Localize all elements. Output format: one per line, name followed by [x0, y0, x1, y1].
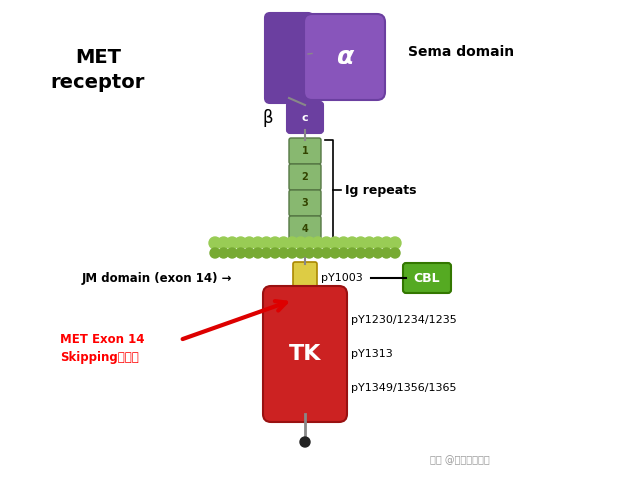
- Circle shape: [381, 237, 392, 249]
- Circle shape: [270, 248, 280, 258]
- Text: MET Exon 14
Skipping的区域: MET Exon 14 Skipping的区域: [60, 333, 144, 364]
- Text: JM domain (exon 14) →: JM domain (exon 14) →: [82, 271, 233, 285]
- Circle shape: [269, 237, 281, 249]
- Text: 2: 2: [302, 172, 309, 182]
- Circle shape: [372, 237, 384, 249]
- Circle shape: [244, 248, 254, 258]
- Circle shape: [243, 237, 255, 249]
- FancyBboxPatch shape: [289, 216, 321, 242]
- Circle shape: [355, 237, 367, 249]
- Circle shape: [330, 248, 340, 258]
- Circle shape: [300, 437, 310, 447]
- Circle shape: [329, 237, 341, 249]
- Circle shape: [346, 237, 358, 249]
- Circle shape: [313, 248, 323, 258]
- FancyBboxPatch shape: [289, 164, 321, 190]
- Circle shape: [338, 248, 348, 258]
- Circle shape: [295, 248, 306, 258]
- Circle shape: [312, 237, 324, 249]
- Text: pY1230/1234/1235: pY1230/1234/1235: [351, 316, 457, 325]
- Circle shape: [261, 248, 271, 258]
- Circle shape: [234, 237, 247, 249]
- FancyBboxPatch shape: [289, 138, 321, 164]
- FancyBboxPatch shape: [265, 13, 313, 103]
- Text: α: α: [336, 45, 353, 69]
- Circle shape: [390, 248, 400, 258]
- FancyBboxPatch shape: [287, 102, 323, 133]
- Circle shape: [227, 248, 237, 258]
- Text: Sema domain: Sema domain: [408, 45, 514, 59]
- FancyBboxPatch shape: [304, 14, 385, 100]
- Text: TK: TK: [289, 344, 321, 364]
- Circle shape: [381, 248, 391, 258]
- FancyBboxPatch shape: [293, 262, 317, 294]
- Text: β: β: [262, 108, 273, 126]
- FancyBboxPatch shape: [289, 190, 321, 216]
- Circle shape: [356, 248, 366, 258]
- Circle shape: [322, 248, 332, 258]
- Circle shape: [277, 237, 290, 249]
- Text: CBL: CBL: [414, 271, 440, 285]
- Circle shape: [389, 237, 401, 249]
- Circle shape: [253, 248, 263, 258]
- Circle shape: [261, 237, 272, 249]
- Circle shape: [304, 237, 315, 249]
- Circle shape: [218, 237, 230, 249]
- Circle shape: [286, 237, 298, 249]
- Text: 4: 4: [302, 224, 309, 234]
- Circle shape: [209, 237, 221, 249]
- Circle shape: [210, 248, 220, 258]
- Circle shape: [338, 237, 350, 249]
- Circle shape: [287, 248, 297, 258]
- Text: pY1349/1356/1365: pY1349/1356/1365: [351, 383, 457, 392]
- Circle shape: [226, 237, 238, 249]
- Circle shape: [218, 248, 228, 258]
- Text: pY1313: pY1313: [351, 349, 392, 359]
- Circle shape: [363, 237, 375, 249]
- FancyBboxPatch shape: [403, 263, 451, 293]
- Text: c: c: [302, 113, 309, 122]
- Circle shape: [236, 248, 246, 258]
- Text: 3: 3: [302, 198, 309, 208]
- Text: Ig repeats: Ig repeats: [345, 183, 417, 196]
- Text: 1: 1: [302, 146, 309, 156]
- Circle shape: [252, 237, 264, 249]
- Text: MET
receptor: MET receptor: [51, 48, 145, 92]
- Circle shape: [304, 248, 314, 258]
- Circle shape: [295, 237, 307, 249]
- Circle shape: [373, 248, 383, 258]
- FancyBboxPatch shape: [263, 286, 347, 422]
- Text: 知乎 @阳光下的灿烁: 知乎 @阳光下的灿烁: [430, 455, 490, 465]
- Text: pY1003: pY1003: [321, 273, 363, 283]
- Circle shape: [320, 237, 332, 249]
- Circle shape: [347, 248, 357, 258]
- Circle shape: [279, 248, 289, 258]
- Circle shape: [364, 248, 374, 258]
